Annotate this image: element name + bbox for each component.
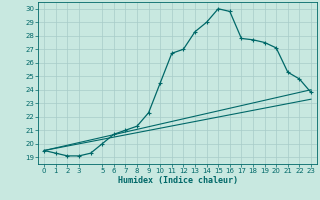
- X-axis label: Humidex (Indice chaleur): Humidex (Indice chaleur): [118, 176, 238, 185]
